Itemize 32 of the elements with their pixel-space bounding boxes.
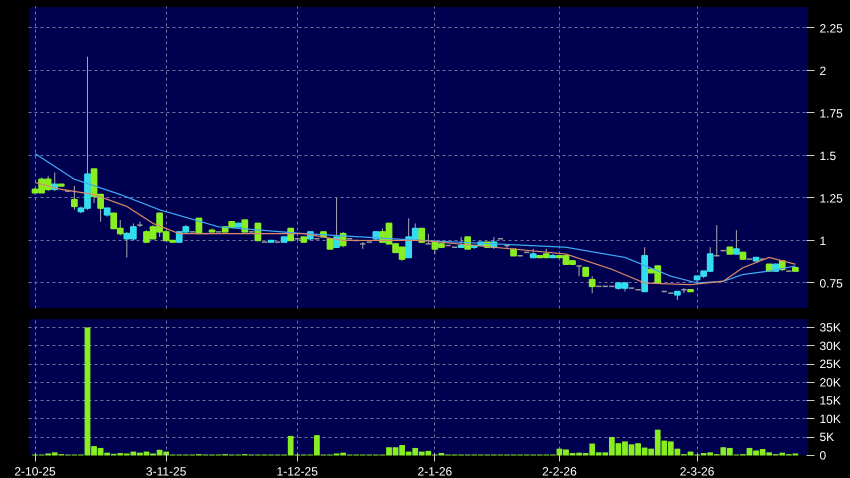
candlestick [576, 265, 582, 277]
y-tick-label: 10K [820, 412, 841, 426]
line-series [34, 182, 796, 286]
y-tick-label: 2 [820, 64, 826, 78]
candlestick [71, 186, 78, 210]
x-tick-label: 2-2-26 [542, 464, 578, 478]
x-tick-label: 2-10-25 [14, 464, 56, 478]
line-series [34, 153, 796, 284]
y-tick-label: 0 [820, 448, 826, 462]
y-tick-label: 30K [820, 338, 841, 353]
y-tick-label: 1.25 [820, 191, 844, 206]
y-tick-label: 2.25 [820, 21, 844, 36]
y-tick-label: 25K [820, 357, 841, 372]
y-tick-label: 5K [820, 430, 834, 444]
candlestick [588, 276, 596, 294]
candlestick [424, 233, 432, 245]
y-tick-label: 15K [820, 394, 841, 408]
x-tick-label: 2-3-26 [680, 464, 715, 478]
x-tick-label: 2-1-26 [418, 464, 453, 478]
candlestick [713, 224, 720, 257]
candlestick [418, 228, 426, 243]
y-tick-label: 1.75 [820, 106, 844, 120]
y-tick-label: 20K [820, 375, 841, 390]
candlestick [733, 230, 740, 255]
y-tick-label: 35K [820, 320, 841, 335]
y-tick-label: 1.5 [820, 148, 837, 163]
x-tick-label: 1-12-25 [276, 464, 318, 478]
candlestick [333, 197, 340, 248]
y-tick-label: 0.75 [820, 276, 844, 290]
x-tick-label: 3-11-25 [146, 464, 187, 478]
candlestick [458, 236, 464, 248]
y-tick-label: 1 [820, 234, 826, 248]
